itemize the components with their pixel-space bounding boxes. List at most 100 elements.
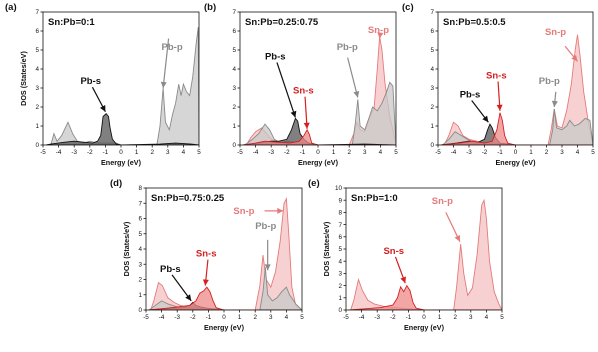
annotation-pb-p: Pb-p <box>162 42 183 53</box>
x-tick-label: 0 <box>119 149 123 156</box>
series-sn-s-area <box>441 112 593 145</box>
plot-area <box>349 198 502 310</box>
annotation-sn-p: Sn-p <box>432 196 453 207</box>
x-tick-label: -1 <box>497 149 503 156</box>
y-tick-label: 6 <box>338 234 342 241</box>
x-tick-label: 2 <box>545 149 549 156</box>
annotation-arrow-head <box>303 122 310 129</box>
annotation-arrow-head <box>482 115 489 123</box>
ratio-label: Sn:Pb=1:0 <box>351 193 398 204</box>
annotation-pb-s: Pb-s <box>460 90 481 101</box>
x-axis-title: Energy (eV) <box>204 323 245 332</box>
y-tick-label: 6 <box>430 28 434 35</box>
x-tick-label: 5 <box>197 149 201 156</box>
annotation-arrow-line <box>162 38 170 89</box>
series-pb-p-area <box>148 267 302 310</box>
y-tick-label: 0 <box>430 142 434 149</box>
y-tick-label: 0 <box>35 142 39 149</box>
x-tick-label: -4 <box>451 149 457 156</box>
annotation-arrow-head <box>160 81 167 88</box>
series-pb-s-area <box>441 123 593 145</box>
y-tick-label: 2 <box>232 104 236 111</box>
dos-panel-a: -5 -4 -3 -2 -1 0 1 2 3 4 5 0 1 2 3 4 5 6 7 Energy (eV) DOS (… <box>5 2 201 167</box>
x-tick-label: -1 <box>206 314 212 321</box>
x-tick-label: -5 <box>237 149 243 156</box>
y-tick-label: 4 <box>138 246 142 253</box>
annotation-arrow-head <box>99 105 106 112</box>
x-tick-label: 0 <box>422 314 426 321</box>
dos-panel-e: -5 -4 -3 -2 -1 0 1 2 3 4 5 0 1 2 3 4 5 6 7 8 9 10 Energy (eV) D… <box>308 178 504 332</box>
x-tick-label: -3 <box>268 149 274 156</box>
series-pb-p-area <box>243 81 396 145</box>
x-tick-label: 1 <box>438 314 442 321</box>
annotation-arrow-head <box>400 276 406 284</box>
y-tick-label: 1 <box>232 123 236 130</box>
x-tick-label: 3 <box>269 314 273 321</box>
annotation-arrow-head <box>185 294 192 301</box>
x-tick-label: 3 <box>166 149 170 156</box>
dos-panel-d: -5 -4 -3 -2 -1 0 1 2 3 4 5 0 1 2 3 4 5 6 7 8 Energy (eV) DOS … <box>110 178 304 332</box>
y-tick-label: 7 <box>338 222 342 229</box>
x-tick-label: 5 <box>300 314 304 321</box>
x-tick-label: -2 <box>87 149 93 156</box>
annotation-sn-p: Sn-p <box>233 206 254 217</box>
y-tick-label: 6 <box>232 28 236 35</box>
y-tick-label: 2 <box>35 104 39 111</box>
y-tick-label: 8 <box>138 185 142 192</box>
annotation-pb-p: Pb-p <box>337 42 358 53</box>
annotation-arrow-head <box>496 104 503 111</box>
x-axis-title: Energy (eV) <box>298 158 339 167</box>
annotation-arrow-head <box>551 100 558 107</box>
x-tick-label: -4 <box>56 149 62 156</box>
series-pb-p-area <box>441 108 593 145</box>
y-tick-label: 7 <box>232 9 236 16</box>
x-tick-label: -3 <box>374 314 380 321</box>
x-tick-label: 5 <box>394 149 398 156</box>
x-tick-label: -5 <box>435 149 441 156</box>
x-tick-label: 4 <box>485 314 489 321</box>
y-tick-label: 1 <box>430 123 434 130</box>
y-tick-label: 5 <box>338 246 342 253</box>
series-sn-p-area <box>350 198 502 310</box>
y-tick-label: 4 <box>232 66 236 73</box>
panel-letter: (a) <box>5 2 17 13</box>
x-tick-label: -5 <box>40 149 46 156</box>
ratio-label: Sn:Pb=0.75:0.25 <box>151 193 225 204</box>
annotation-arrow-head <box>454 234 460 242</box>
x-tick-label: -5 <box>143 314 149 321</box>
y-tick-label: 0 <box>232 142 236 149</box>
y-tick-label: 3 <box>232 85 236 92</box>
annotation-pb-p: Pb-p <box>255 221 276 232</box>
y-tick-label: 5 <box>232 47 236 54</box>
ratio-label: Sn:Pb=0.25:0.75 <box>245 17 319 28</box>
x-tick-label: 0 <box>514 149 518 156</box>
annotation-pb-s: Pb-s <box>160 264 181 275</box>
annotation-sn-s: Sn-s <box>196 249 217 260</box>
annotation-arrow-head <box>353 90 360 98</box>
y-axis-title: DOS (States/eV) <box>122 221 131 276</box>
x-tick-label: -2 <box>284 149 290 156</box>
y-tick-label: 5 <box>35 47 39 54</box>
annotation-arrow-head <box>377 32 384 39</box>
series-pb-s-area <box>243 117 396 145</box>
y-tick-label: 4 <box>35 66 39 73</box>
x-tick-label: -3 <box>466 149 472 156</box>
x-tick-label: 1 <box>529 149 533 156</box>
plot-area <box>441 34 593 145</box>
y-axis-title: DOS (States/eV) <box>322 221 331 276</box>
x-tick-label: -1 <box>103 149 109 156</box>
x-tick-label: -2 <box>190 314 196 321</box>
y-tick-label: 5 <box>430 47 434 54</box>
y-tick-label: 4 <box>430 66 434 73</box>
annotation-arrow-line <box>347 57 359 98</box>
x-tick-label: -2 <box>390 314 396 321</box>
x-tick-label: -5 <box>343 314 349 321</box>
x-tick-label: -3 <box>71 149 77 156</box>
y-tick-label: 4 <box>338 258 342 265</box>
ratio-label: Sn:Pb=0:1 <box>48 17 95 28</box>
x-tick-label: 4 <box>379 149 383 156</box>
y-tick-label: 2 <box>138 277 142 284</box>
annotation-pb-s: Pb-s <box>265 52 286 63</box>
y-tick-label: 0 <box>138 307 142 314</box>
y-tick-label: 10 <box>335 185 343 192</box>
